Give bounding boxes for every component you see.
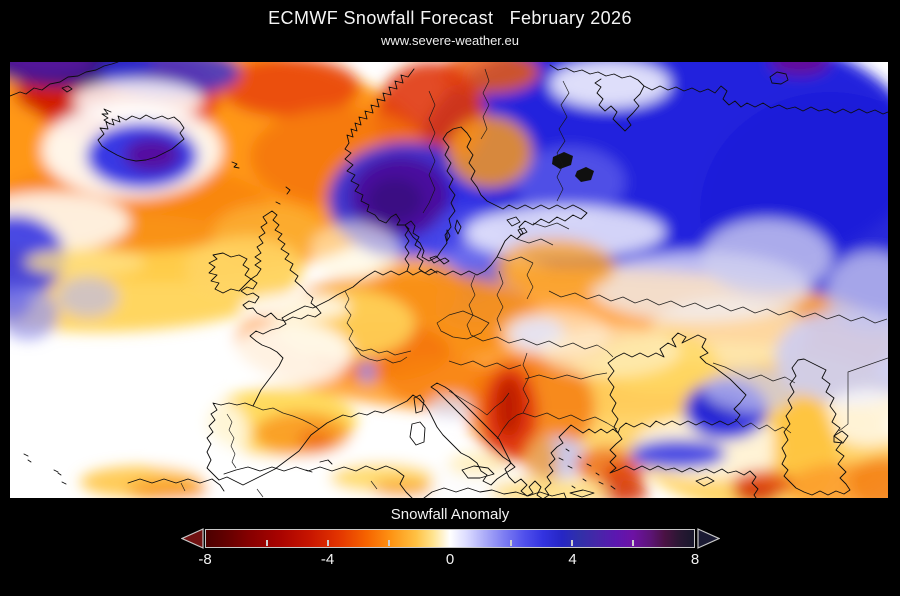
colorbar-left-arrow — [181, 528, 204, 549]
colorbar-right-arrow — [697, 528, 720, 549]
anomaly-blob — [630, 439, 726, 469]
anomaly-map-svg — [10, 62, 888, 498]
anomaly-blob — [10, 62, 93, 76]
anomaly-blob — [496, 377, 522, 437]
anomaly-blob — [702, 219, 832, 295]
anomaly-blob — [770, 62, 830, 76]
colorbar-tick-label: 4 — [568, 551, 577, 568]
colorbar-tick-label: 8 — [690, 551, 700, 568]
colorbar-tick-label: -8 — [198, 551, 212, 568]
anomaly-blob — [359, 361, 375, 383]
anomaly-blob — [310, 222, 400, 282]
colorbar-tick-label: 0 — [445, 551, 455, 568]
colorbar-title: Snowfall Anomaly — [390, 506, 510, 523]
colorbar-tick — [327, 540, 329, 546]
anomaly-blob — [602, 462, 646, 486]
colorbar-tick — [571, 540, 573, 546]
anomaly-blob — [448, 116, 532, 188]
colorbar-tick — [266, 540, 268, 546]
colorbar-gradient — [205, 529, 695, 548]
anomaly-blob — [58, 277, 118, 317]
colorbar-tick — [388, 540, 390, 546]
anomaly-blob — [540, 327, 680, 377]
colorbar-tick-labels: -8 -4 0 4 8 — [198, 551, 699, 569]
anomaly-blob — [124, 138, 180, 172]
anomaly-blob — [495, 239, 615, 295]
anomaly-blob — [372, 478, 432, 498]
page-title: ECMWF Snowfall Forecast February 2026 — [268, 8, 632, 28]
anomaly-blob — [848, 456, 888, 498]
anomaly-blob — [298, 430, 334, 450]
anomaly-blob — [10, 284, 32, 320]
colorbar-tick-label: -4 — [320, 551, 335, 568]
anomaly-blob — [827, 252, 888, 332]
anomaly-blob — [734, 484, 778, 498]
anomaly-blob — [367, 178, 423, 222]
colorbar-tick — [510, 540, 512, 546]
site-url: www.severe-weather.eu — [380, 33, 519, 48]
anomaly-blob — [128, 479, 208, 498]
anomaly-blob — [428, 395, 472, 419]
anomaly-blob — [704, 368, 800, 412]
anomaly-blob — [550, 62, 670, 108]
anomaly-blob — [220, 62, 360, 117]
colorbar-tick — [632, 540, 634, 546]
country-borders — [180, 68, 888, 498]
anomaly-blob — [448, 452, 512, 476]
anomaly-blob — [465, 206, 665, 258]
anomaly-blob — [25, 248, 145, 276]
anomaly-blob — [196, 402, 248, 466]
map-canvas — [10, 62, 888, 498]
anomaly-blob — [515, 147, 625, 217]
anomaly-blob — [775, 309, 888, 405]
anomaly-blob — [232, 322, 352, 386]
anomaly-blob — [240, 293, 350, 321]
coastlines — [10, 62, 888, 498]
